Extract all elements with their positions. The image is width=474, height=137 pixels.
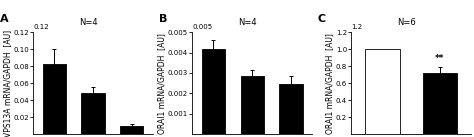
- Bar: [240, 76, 264, 134]
- Bar: [279, 84, 302, 134]
- Text: N=4: N=4: [238, 18, 256, 27]
- Text: A: A: [0, 14, 8, 24]
- Y-axis label: ORAI1 mRNA/GAPDH  [AU]: ORAI1 mRNA/GAPDH [AU]: [157, 33, 166, 134]
- Text: **: **: [435, 54, 445, 63]
- Text: N=6: N=6: [397, 18, 416, 27]
- Text: N=4: N=4: [79, 18, 97, 27]
- Text: 0.005: 0.005: [192, 24, 212, 30]
- Bar: [43, 65, 66, 134]
- Bar: [82, 93, 105, 134]
- Text: 1.2: 1.2: [351, 24, 362, 30]
- Bar: [120, 126, 144, 134]
- Bar: [423, 73, 457, 134]
- Text: 0.12: 0.12: [33, 24, 49, 30]
- Bar: [365, 49, 400, 134]
- Text: B: B: [158, 14, 167, 24]
- Bar: [202, 48, 225, 134]
- Y-axis label: ORAI1 mRNA/GAPDH  [AU]: ORAI1 mRNA/GAPDH [AU]: [325, 33, 334, 134]
- Y-axis label: VPS13A mRNA/GAPDH  [AU]: VPS13A mRNA/GAPDH [AU]: [3, 30, 12, 137]
- Text: C: C: [318, 14, 326, 24]
